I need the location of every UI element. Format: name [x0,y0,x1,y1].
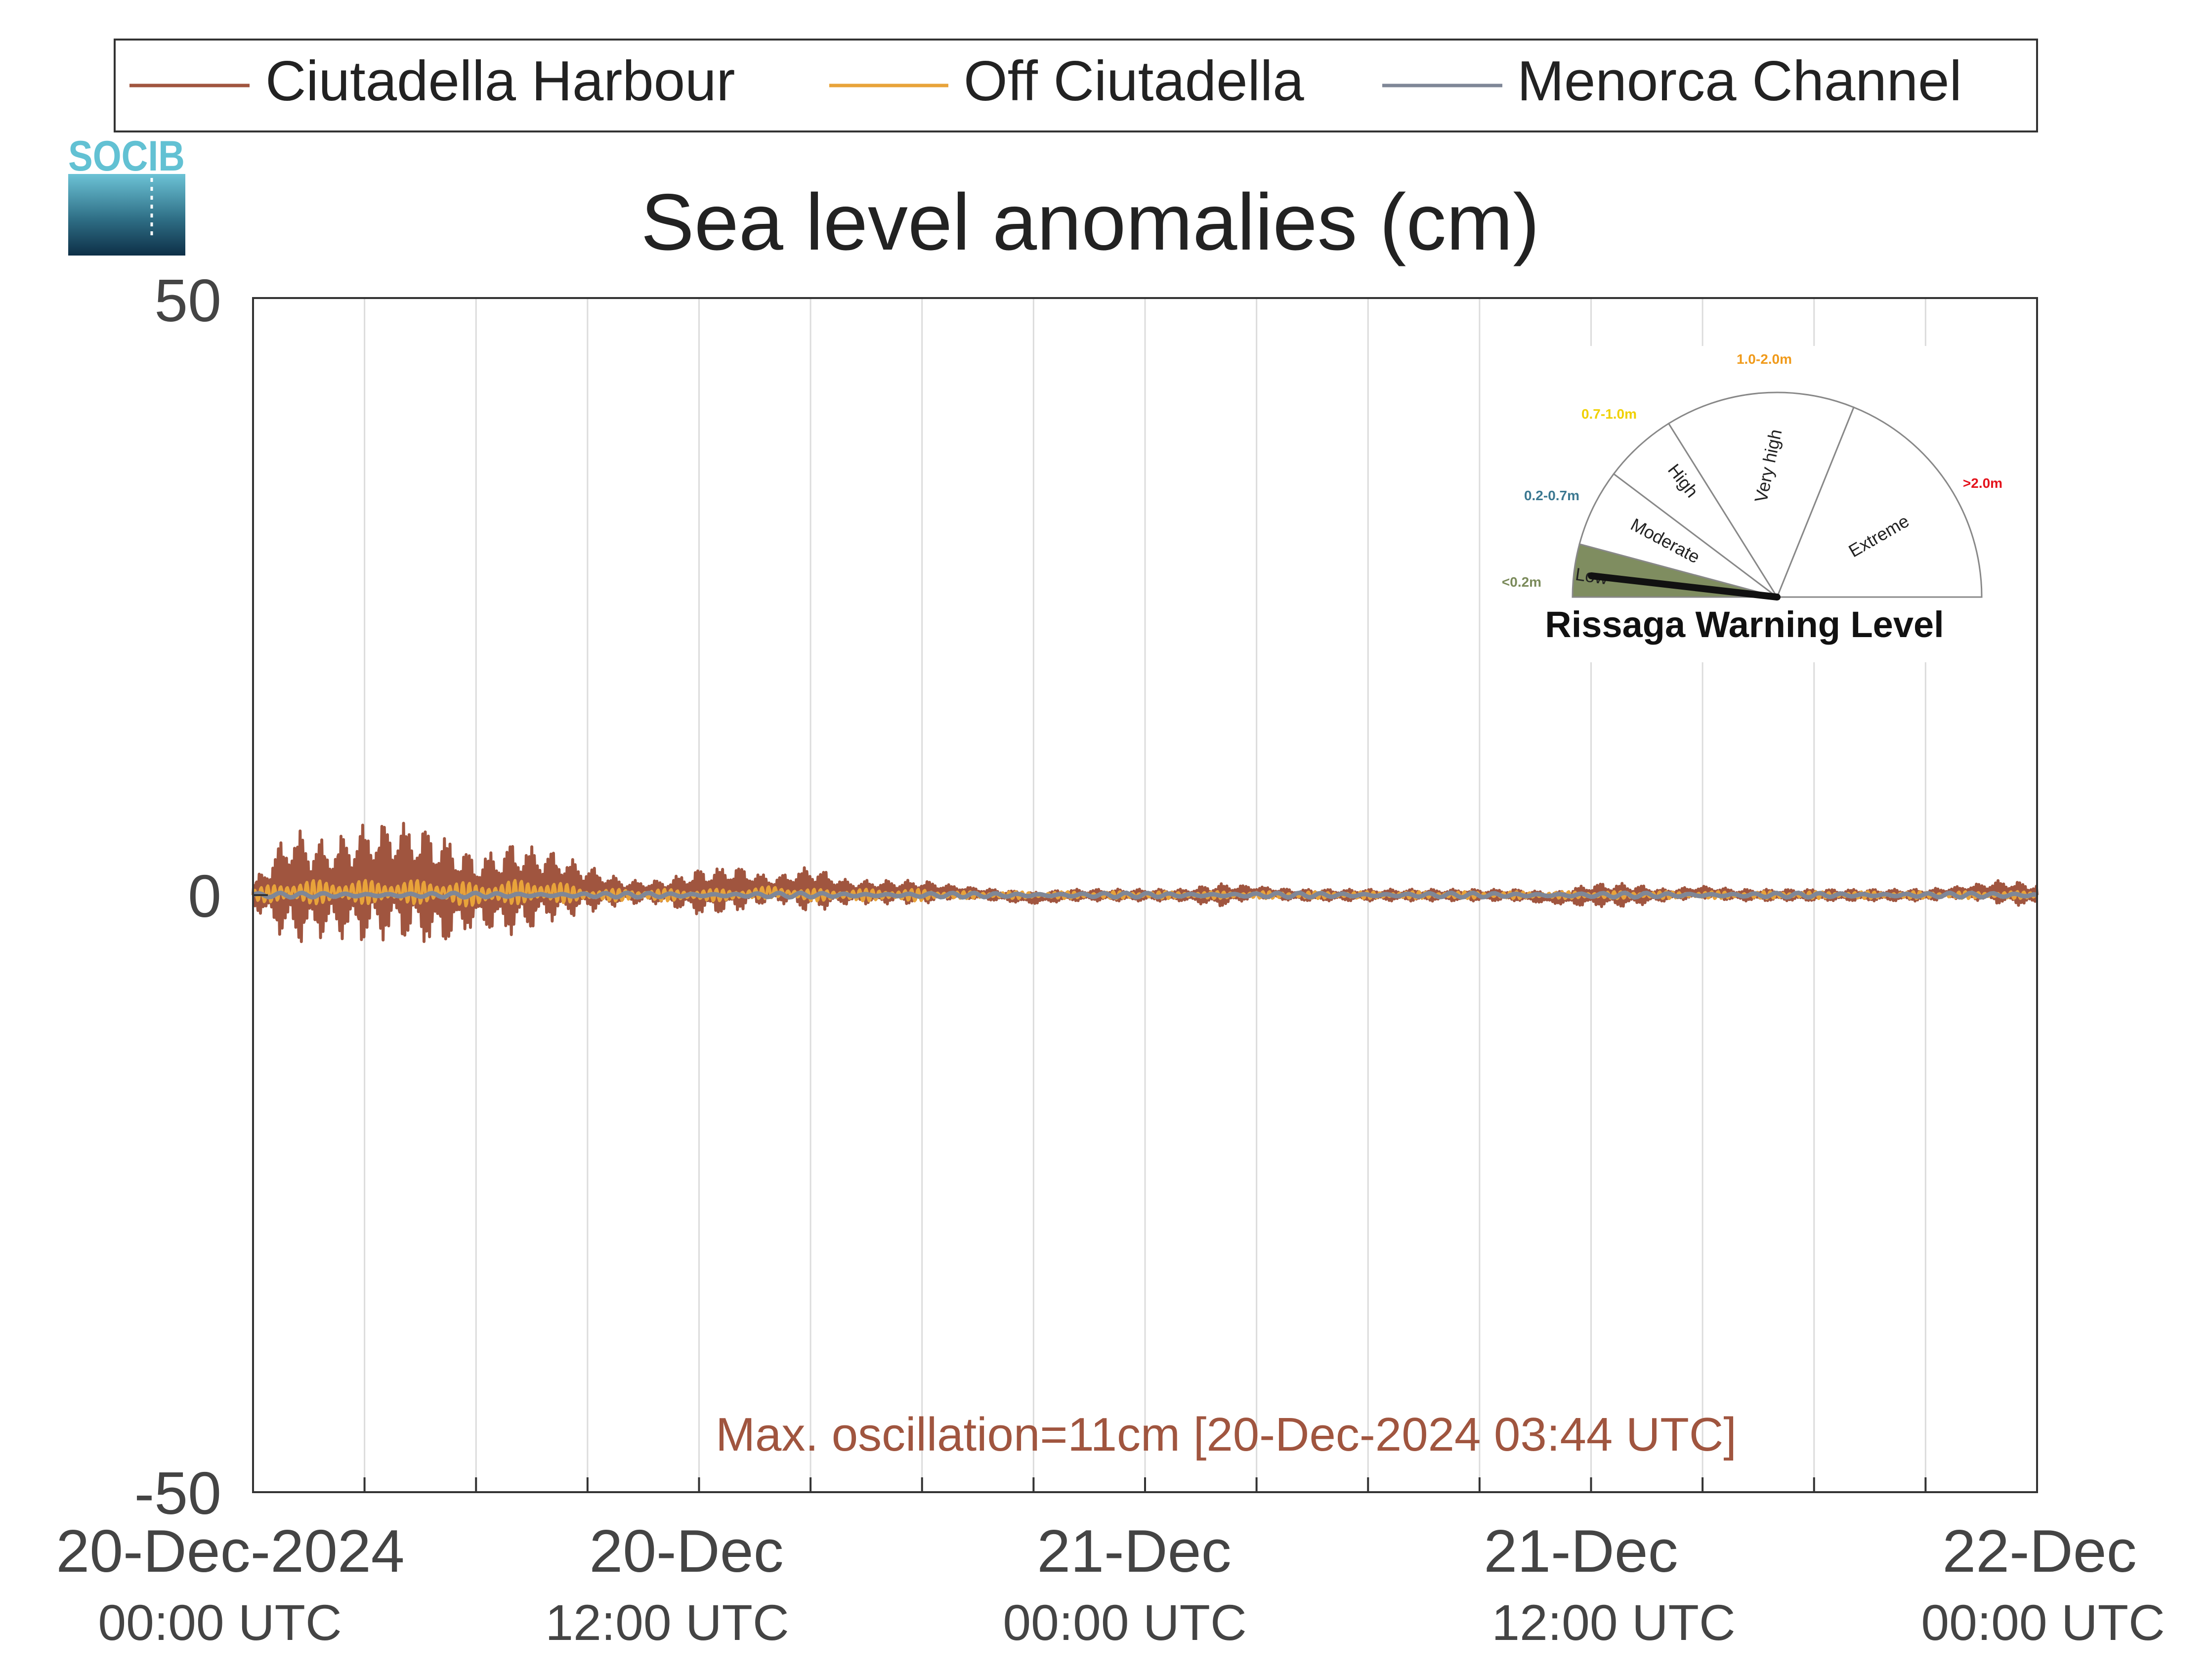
legend-label-menorca-channel: Menorca Channel [1517,50,1962,113]
socib-logo: SOCIB [68,132,185,256]
gauge-range-very-high: 1.0-2.0m [1737,351,1792,367]
legend-label-off-ciutadella: Off Ciutadella [964,50,1304,113]
x-tick-label-time: 12:00 UTC [1491,1594,1735,1651]
gauge-sector-moderate [1578,473,1778,598]
gauge-sector-very-high [1667,391,1855,599]
x-tick-label-date: 22-Dec [1942,1517,2136,1585]
x-tick-marks [252,1477,2038,1492]
gauge-range-low: <0.2m [1502,574,1541,590]
x-tick-label-date: 20-Dec-2024 [56,1517,404,1585]
y-tick-label-top: 50 [154,267,221,334]
gauge-sector-extreme [1776,406,1983,598]
gauge-needle [1588,572,1781,601]
y-tick-marks [253,297,268,1493]
chart-title: Sea level anomalies (cm) [641,177,1540,267]
x-tick-label-date: 21-Dec [1484,1517,1678,1585]
x-tick-label-time: 00:00 UTC [1003,1594,1246,1651]
series-layer [252,821,2039,944]
legend-box [114,39,2038,132]
x-tick-labels: 20-Dec-2024 00:00 UTC 20-Dec 12:00 UTC 2… [56,1517,2165,1651]
max-oscillation-annotation: Max. oscillation=11cm [20-Dec-2024 03:44… [716,1408,1737,1461]
y-tick-label-bottom: -50 [134,1460,221,1527]
gauge-range-high: 0.7-1.0m [1581,406,1637,422]
gauge-range-extreme: >2.0m [1963,475,2002,491]
gauge-sectors [1572,391,1983,599]
socib-logo-mark [68,174,185,256]
x-tick-label-time: 12:00 UTC [545,1594,789,1651]
gauge-title: Rissaga Warning Level [1545,604,1944,645]
x-tick-label-date: 21-Dec [1037,1517,1231,1585]
x-tick-label-time: 00:00 UTC [98,1594,341,1651]
rissaga-warning-gauge: Low Moderate High Very high Extreme <0.2… [1502,346,2011,662]
legend-label-ciutadella-harbour: Ciutadella Harbour [265,50,735,113]
y-tick-label-mid: 0 [188,862,221,930]
gauge-range-moderate: 0.2-0.7m [1524,488,1579,503]
x-tick-label-time: 00:00 UTC [1921,1594,2165,1651]
legend: Ciutadella Harbour Off Ciutadella Menorc… [114,39,2038,132]
socib-logo-text: SOCIB [68,132,185,180]
gauge-sector-high [1613,422,1778,598]
series-line-menorca-channel [252,890,2038,900]
x-tick-label-date: 20-Dec [589,1517,783,1585]
